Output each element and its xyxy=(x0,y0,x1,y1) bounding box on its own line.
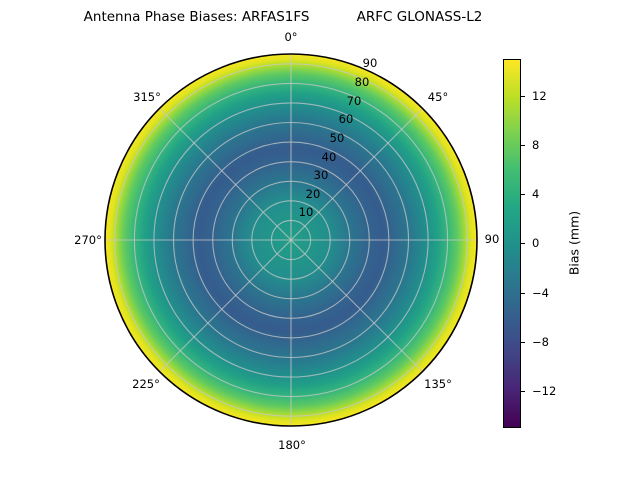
zenith-label-30: 30 xyxy=(313,168,329,182)
colorbar-tick xyxy=(521,293,525,295)
zenith-label-90: 90 xyxy=(362,56,378,70)
azimuth-label-270: 270° xyxy=(74,233,102,247)
colorbar-ticklabel-neg12: −12 xyxy=(532,384,557,398)
azimuth-label-135: 135° xyxy=(424,377,452,391)
colorbar-axis-label: Bias (mm) xyxy=(566,210,582,276)
zenith-label-50: 50 xyxy=(329,131,345,145)
azimuth-label-180: 180° xyxy=(278,438,306,452)
zenith-label-70: 70 xyxy=(346,94,362,108)
colorbar-tick xyxy=(521,194,525,196)
azimuth-label-315: 315° xyxy=(133,90,161,104)
azimuth-label-45: 45° xyxy=(427,90,449,104)
angular-gridlines xyxy=(105,54,477,426)
colorbar-ticklabel-0: 0 xyxy=(532,236,540,250)
polar-axes-edge xyxy=(104,53,478,427)
zenith-label-40: 40 xyxy=(321,150,337,164)
azimuth-label-225: 225° xyxy=(132,377,160,391)
colorbar xyxy=(503,59,521,428)
colorbar-ticklabel-12: 12 xyxy=(532,89,547,103)
zenith-label-20: 20 xyxy=(305,187,321,201)
zenith-label-10: 10 xyxy=(298,205,314,219)
colorbar-ticklabel-neg4: −4 xyxy=(532,286,549,300)
colorbar-tick xyxy=(521,391,525,393)
colorbar-ticklabel-8: 8 xyxy=(532,138,540,152)
azimuth-label-90: 90 xyxy=(484,232,500,246)
colorbar-ticklabel-neg8: −8 xyxy=(532,335,549,349)
colorbar-tick xyxy=(521,96,525,98)
zenith-label-60: 60 xyxy=(338,112,354,126)
colorbar-tick xyxy=(521,243,525,245)
azimuth-label-0: 0° xyxy=(284,30,298,44)
colorbar-ticklabel-4: 4 xyxy=(532,187,540,201)
zenith-label-80: 80 xyxy=(354,75,370,89)
figure-title: Antenna Phase Biases: ARFAS1FS ARFC GLON… xyxy=(83,9,483,25)
colorbar-tick xyxy=(521,342,525,344)
colorbar-tick xyxy=(521,145,525,147)
